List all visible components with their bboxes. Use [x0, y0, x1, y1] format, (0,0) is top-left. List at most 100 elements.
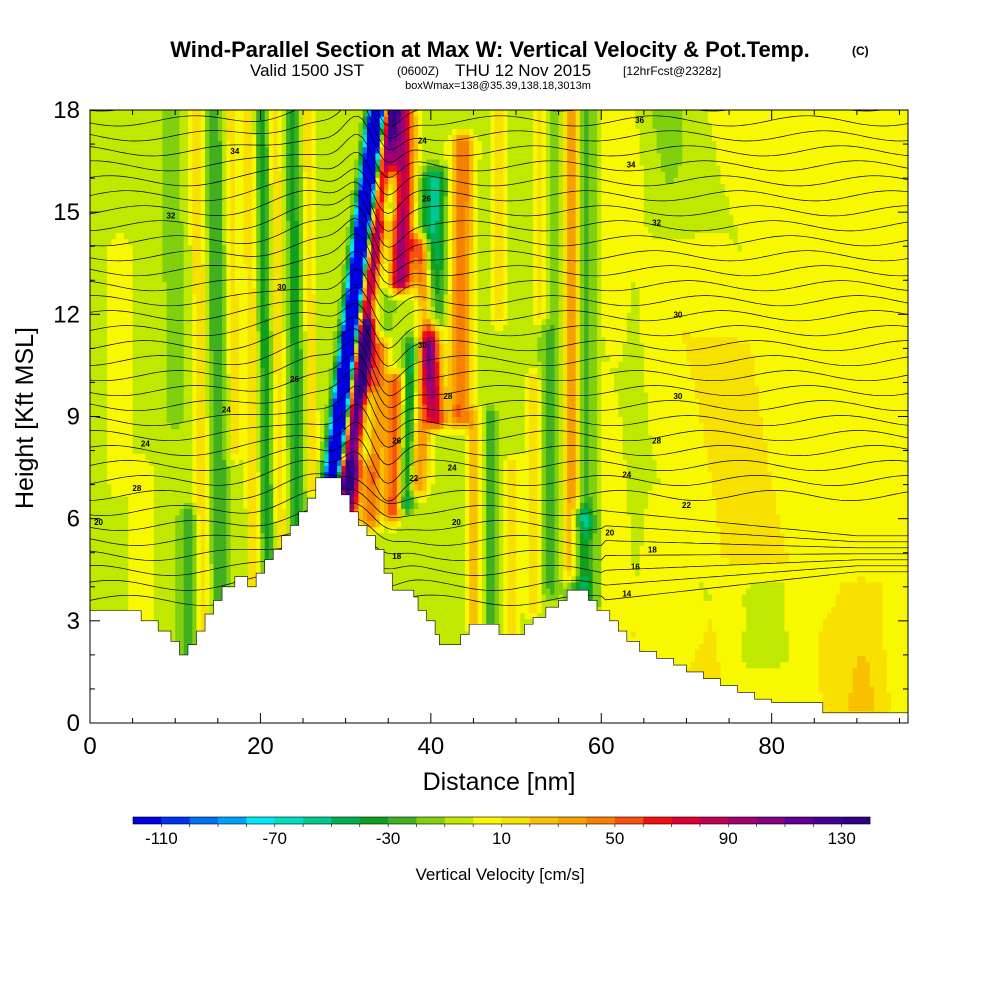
field-cell	[609, 582, 615, 589]
field-cell	[848, 600, 854, 607]
field-cell	[94, 575, 100, 583]
field-cell	[758, 661, 764, 669]
field-cell	[652, 643, 658, 650]
field-cell	[882, 674, 888, 681]
field-cell	[170, 569, 176, 577]
field-cell	[605, 600, 611, 607]
field-cell	[128, 582, 134, 589]
field-cell	[673, 631, 679, 638]
field-cell	[205, 575, 210, 583]
field-cell	[426, 600, 432, 607]
field-cell	[741, 686, 747, 693]
field-cell	[754, 631, 760, 638]
field-cell	[873, 637, 879, 644]
field-cell	[592, 582, 598, 589]
field-cell	[839, 655, 845, 663]
field-cell	[192, 594, 198, 601]
field-cell	[775, 655, 781, 663]
field-cell	[741, 600, 747, 607]
field-cell	[247, 575, 253, 583]
field-cell	[758, 631, 764, 638]
field-cell	[810, 655, 815, 663]
field-cell	[852, 563, 858, 571]
field-cell	[861, 704, 866, 712]
field-cell	[831, 637, 837, 644]
field-cell	[456, 624, 462, 632]
field-cell	[878, 606, 883, 614]
field-cell	[793, 661, 798, 669]
field-cell	[767, 575, 773, 583]
field-cell	[737, 594, 743, 601]
field-cell	[682, 631, 687, 638]
field-cell	[882, 563, 888, 571]
field-cell	[797, 618, 802, 626]
field-cell	[170, 600, 176, 607]
field-cell	[609, 563, 615, 571]
field-cell	[90, 563, 95, 571]
field-cell	[780, 661, 785, 669]
field-cell	[149, 582, 155, 589]
field-cell	[707, 582, 713, 589]
field-cell	[690, 582, 696, 589]
field-cell	[801, 667, 807, 675]
field-cell	[839, 692, 845, 699]
field-cell	[192, 588, 198, 595]
field-cell	[119, 594, 125, 601]
field-cell	[447, 582, 453, 589]
field-cell	[814, 637, 820, 644]
field-cell	[839, 582, 845, 589]
field-cell	[724, 637, 730, 644]
field-cell	[482, 612, 487, 620]
field-cell	[430, 569, 436, 577]
field-cell	[447, 563, 453, 571]
field-cell	[648, 563, 653, 571]
field-cell	[477, 594, 483, 601]
field-cell	[771, 661, 777, 669]
field-cell	[818, 643, 824, 650]
field-cell	[797, 575, 802, 583]
field-cell	[793, 569, 798, 577]
field-cell	[767, 582, 773, 589]
field-cell	[392, 569, 398, 577]
field-cell	[848, 631, 854, 638]
field-cell	[533, 612, 538, 620]
field-cell	[217, 582, 223, 589]
field-cell	[720, 649, 726, 656]
field-cell	[707, 594, 713, 601]
field-cell	[639, 563, 645, 571]
field-cell	[784, 637, 790, 644]
field-cell	[665, 563, 670, 571]
field-cell	[822, 667, 828, 675]
field-cell	[677, 606, 683, 614]
field-cell	[682, 600, 687, 607]
field-cell	[848, 624, 854, 632]
field-cell	[635, 637, 641, 644]
field-cell	[882, 698, 888, 706]
field-cell	[775, 631, 781, 638]
field-cell	[166, 575, 172, 583]
field-cell	[558, 563, 564, 571]
field-cell	[648, 569, 653, 577]
field-cell	[886, 649, 892, 656]
field-cell	[869, 643, 875, 650]
field-cell	[831, 667, 837, 675]
field-cell	[818, 606, 824, 614]
field-cell	[873, 600, 879, 607]
field-cell	[396, 582, 402, 589]
field-cell	[464, 594, 470, 601]
field-cell	[175, 606, 180, 614]
field-cell	[844, 594, 849, 601]
field-cell	[234, 569, 240, 577]
field-cell	[200, 569, 206, 577]
field-cell	[677, 569, 683, 577]
field-cell	[848, 698, 854, 706]
field-cell	[196, 612, 202, 620]
field-cell	[447, 600, 453, 607]
field-cell	[763, 680, 768, 687]
field-cell	[827, 588, 832, 595]
field-cell	[473, 606, 479, 614]
field-cell	[886, 643, 892, 650]
field-cell	[814, 661, 820, 669]
field-cell	[639, 624, 645, 632]
